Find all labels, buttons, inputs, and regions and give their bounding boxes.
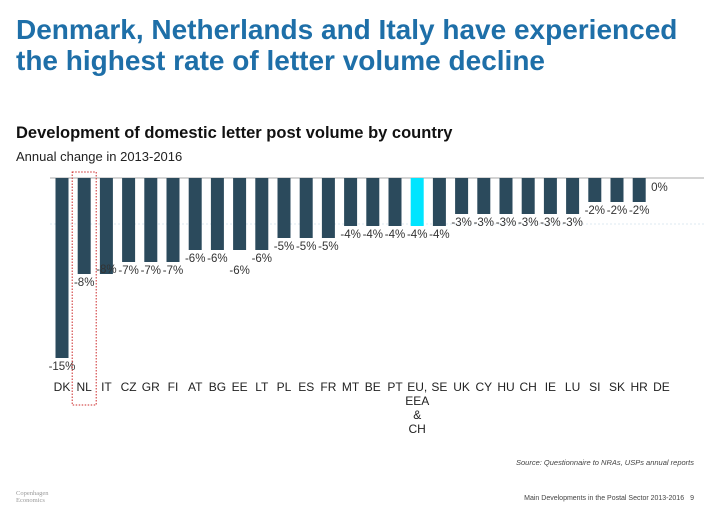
value-label: -15% bbox=[49, 361, 76, 373]
category-label: NL bbox=[77, 380, 93, 394]
value-label: -3% bbox=[540, 217, 560, 229]
chart-subtitle: Development of domestic letter post volu… bbox=[16, 124, 453, 142]
chart-unit-label: Annual change in 2013-2016 bbox=[16, 149, 183, 164]
category-label: DK bbox=[54, 380, 71, 394]
value-label: -2% bbox=[607, 205, 627, 217]
category-label: SK bbox=[609, 380, 625, 394]
slide-title: Denmark, Netherlands and Italy have expe… bbox=[16, 14, 678, 76]
bar-nl bbox=[77, 178, 91, 274]
category-label: LT bbox=[255, 380, 269, 394]
value-label: -5% bbox=[296, 241, 316, 253]
value-label: -4% bbox=[407, 229, 427, 241]
value-label: -6% bbox=[185, 253, 205, 265]
value-label: -6% bbox=[207, 253, 227, 265]
value-label: -3% bbox=[518, 217, 538, 229]
bar-it bbox=[99, 178, 113, 274]
bar-bg bbox=[210, 178, 224, 250]
bar-sk bbox=[610, 178, 624, 202]
category-label: SI bbox=[589, 380, 600, 394]
category-label: BE bbox=[365, 380, 381, 394]
value-label: -4% bbox=[340, 229, 360, 241]
value-label: -8% bbox=[96, 264, 116, 276]
value-label: -3% bbox=[451, 217, 471, 229]
category-label: BG bbox=[209, 380, 226, 394]
category-label: ES bbox=[298, 380, 314, 394]
value-label: -3% bbox=[496, 217, 516, 229]
category-label: SE bbox=[431, 380, 447, 394]
value-labels-group: -15%-8%-8% -7% -7% -7%-6% -6%-6%-6%-5% -5% -5%… bbox=[49, 182, 668, 373]
bar-es bbox=[299, 178, 313, 238]
value-label: -3% bbox=[474, 217, 494, 229]
value-label: -7% bbox=[118, 265, 138, 277]
bar-lu bbox=[566, 178, 580, 214]
value-label: -4% bbox=[363, 229, 383, 241]
category-label: GR bbox=[142, 380, 160, 394]
bar-eu-eea-ch bbox=[410, 178, 424, 226]
value-label: -3% bbox=[562, 217, 582, 229]
bar-ch bbox=[521, 178, 535, 214]
bar-fr bbox=[321, 178, 335, 238]
bar-cz bbox=[122, 178, 136, 262]
report-title: Main Developments in the Postal Sector 2… bbox=[524, 495, 685, 502]
bar-dk bbox=[55, 178, 69, 358]
category-label: FI bbox=[168, 380, 179, 394]
company-logo-text: Copenhagen Economics bbox=[16, 490, 49, 504]
value-label: -2% bbox=[585, 205, 605, 217]
value-label: 0% bbox=[651, 182, 668, 194]
category-label: DE bbox=[653, 380, 670, 394]
value-label: -2% bbox=[629, 205, 649, 217]
category-label: EE bbox=[232, 380, 248, 394]
value-label: -7% bbox=[141, 265, 161, 277]
category-label: PL bbox=[277, 380, 292, 394]
category-label: HU bbox=[497, 380, 514, 394]
bar-pl bbox=[277, 178, 291, 238]
category-label: FR bbox=[320, 380, 336, 394]
bar-se bbox=[432, 178, 446, 226]
bar-at bbox=[188, 178, 202, 250]
category-labels-group: DK NL IT CZ GR FI AT BG EE LT PL ES FR MT BE PT EU, EEA & C… bbox=[54, 380, 670, 436]
bar-hu bbox=[499, 178, 513, 214]
bar-si bbox=[588, 178, 602, 202]
category-label: MT bbox=[342, 380, 360, 394]
category-label: HR bbox=[631, 380, 649, 394]
bar-gr bbox=[144, 178, 158, 262]
category-label: EU, EEA & CH bbox=[405, 380, 429, 436]
category-label: AT bbox=[188, 380, 203, 394]
value-label: -7% bbox=[163, 265, 183, 277]
bar-lt bbox=[255, 178, 269, 250]
bar-ie bbox=[543, 178, 557, 214]
page-number: 9 bbox=[690, 495, 694, 502]
footer: Main Developments in the Postal Sector 2… bbox=[524, 495, 694, 502]
bars-group bbox=[55, 178, 646, 358]
value-label: -4% bbox=[429, 229, 449, 241]
bar-be bbox=[366, 178, 380, 226]
value-label: -8% bbox=[74, 277, 94, 289]
category-label: IT bbox=[101, 380, 112, 394]
bar-cy bbox=[477, 178, 491, 214]
bar-chart: -15%-8%-8% -7% -7% -7%-6% -6%-6%-6%-5% -5% -5%… bbox=[49, 171, 704, 436]
bar-fi bbox=[166, 178, 180, 262]
category-label: LU bbox=[565, 380, 580, 394]
bar-mt bbox=[344, 178, 358, 226]
category-label: PT bbox=[387, 380, 403, 394]
bar-hr bbox=[632, 178, 646, 202]
value-label: -5% bbox=[318, 241, 338, 253]
category-label: CZ bbox=[121, 380, 137, 394]
value-label: -6% bbox=[252, 253, 272, 265]
category-label: CY bbox=[475, 380, 492, 394]
category-label: IE bbox=[545, 380, 556, 394]
value-label: -4% bbox=[385, 229, 405, 241]
bar-ee bbox=[233, 178, 247, 250]
highlight-outline-nl bbox=[71, 171, 97, 406]
value-label: -5% bbox=[274, 241, 294, 253]
category-label: UK bbox=[453, 380, 470, 394]
value-label: -6% bbox=[229, 265, 249, 277]
bar-uk bbox=[455, 178, 469, 214]
source-note: Source: Questionnaire to NRAs, USPs annu… bbox=[515, 458, 694, 467]
category-label: CH bbox=[520, 380, 537, 394]
bar-pt bbox=[388, 178, 402, 226]
